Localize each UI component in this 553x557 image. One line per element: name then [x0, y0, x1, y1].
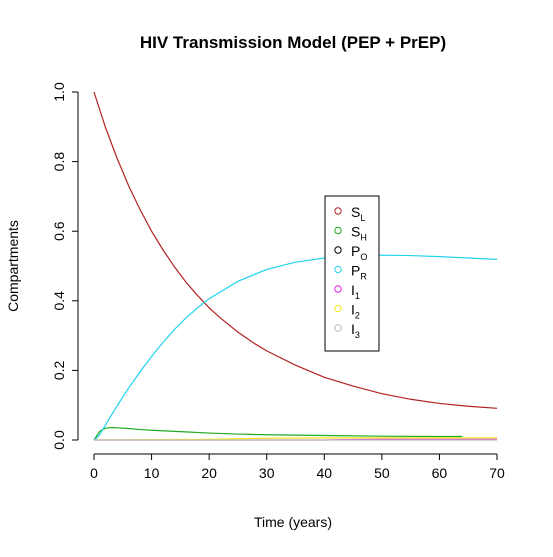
legend-marker [334, 285, 342, 293]
legend-item-i2: I2 [334, 302, 360, 321]
y-tick-label: 0.4 [51, 291, 67, 311]
legend-marker [334, 304, 342, 313]
y-tick-label: 0.2 [51, 360, 67, 380]
axes: 0 10 20 30 40 50 60 70 0.0 0.2 0.4 0.6 0.8 1.0 [51, 82, 505, 481]
legend-label: I3 [351, 321, 360, 340]
x-tick-label: 70 [489, 465, 505, 481]
legend-label: I1 [351, 282, 360, 301]
x-tick-label: 60 [432, 465, 448, 481]
y-tick-label: 0.8 [51, 152, 67, 172]
legend-marker [334, 207, 342, 215]
y-tick-label: 0.6 [51, 221, 67, 241]
x-tick-label: 50 [374, 465, 390, 481]
series-line-pr [93, 254, 498, 441]
legend-marker [334, 226, 342, 235]
legend-marker [334, 246, 342, 254]
legend-item-i3: I3 [334, 321, 360, 340]
y-axis-label: Compartments [5, 220, 21, 312]
chart-title: HIV Transmission Model (PEP + PrEP) [140, 33, 446, 52]
legend-marker [334, 324, 342, 332]
legend-label: I2 [351, 302, 360, 321]
x-axis-label: Time (years) [254, 514, 332, 530]
y-tick-label: 1.0 [51, 82, 67, 102]
x-tick-label: 40 [316, 465, 332, 481]
y-tick-label: 0.0 [51, 430, 67, 450]
legend-box [324, 195, 380, 352]
series-line-sh [93, 426, 463, 441]
x-tick-label: 10 [144, 465, 160, 481]
legend-item-i1: I1 [334, 282, 360, 301]
x-tick-label: 0 [90, 465, 98, 481]
plot-area [93, 91, 498, 441]
legend-marker [334, 265, 342, 274]
series-line-sl [93, 91, 498, 409]
x-tick-label: 30 [259, 465, 275, 481]
x-tick-label: 20 [201, 465, 217, 481]
